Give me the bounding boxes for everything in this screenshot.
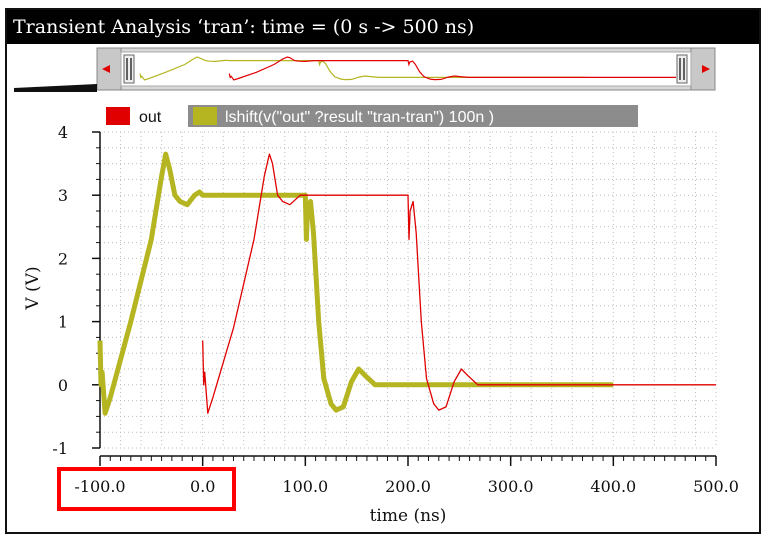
y-tick-label: 0 <box>58 376 68 395</box>
legend-label-out: out <box>139 109 162 126</box>
left-arrow-icon <box>102 65 110 73</box>
x-tick-label: -100.0 <box>74 477 125 496</box>
overview-window[interactable] <box>120 51 692 87</box>
right-arrow-icon <box>702 65 710 73</box>
y-tick-label: 3 <box>58 186 68 205</box>
x-tick-label: 0.0 <box>190 477 215 496</box>
x-axis-label: time (ns) <box>370 506 447 526</box>
plot-window <box>5 8 761 534</box>
window-title: Transient Analysis ‘tran’: time = (0 s -… <box>7 10 759 44</box>
legend-swatch-out <box>106 107 130 125</box>
cursor-bar <box>14 84 97 92</box>
overview-lines <box>139 56 676 81</box>
overview-left-handle[interactable] <box>123 54 135 84</box>
axes <box>92 131 717 466</box>
legend-swatch-lshift <box>193 107 217 125</box>
y-tick-label: 1 <box>58 313 68 332</box>
legend-label-lshift: lshift(v("out" ?result "tran-tran") 100n… <box>225 109 494 126</box>
grid <box>99 131 717 449</box>
legend: out lshift(v("out" ?result "tran-tran") … <box>106 105 638 127</box>
legend-lshift-background <box>188 105 638 127</box>
series-line-lshift <box>97 151 614 416</box>
overview-right-handle[interactable] <box>676 54 688 84</box>
overview-line-out <box>228 56 676 81</box>
x-tick-label: 200.0 <box>385 477 431 496</box>
x-tick-label: 400.0 <box>590 477 636 496</box>
x-tick-label: 500.0 <box>693 477 739 496</box>
series-group <box>97 151 716 416</box>
y-tick-label: 4 <box>58 123 68 142</box>
y-axis-label: V (V) <box>23 266 43 310</box>
tick-labels: -1 0 1 2 3 4 -100.0 0.0 100.0 200.0 300.0 400.0 500.… <box>52 123 739 496</box>
y-tick-label: 2 <box>58 249 68 268</box>
series-line-out <box>202 153 716 414</box>
y-tick-label: -1 <box>52 439 68 458</box>
x-tick-label: 300.0 <box>488 477 534 496</box>
overview-strip[interactable] <box>96 47 716 91</box>
x-tick-label: 100.0 <box>282 477 328 496</box>
highlight-box <box>57 467 236 511</box>
